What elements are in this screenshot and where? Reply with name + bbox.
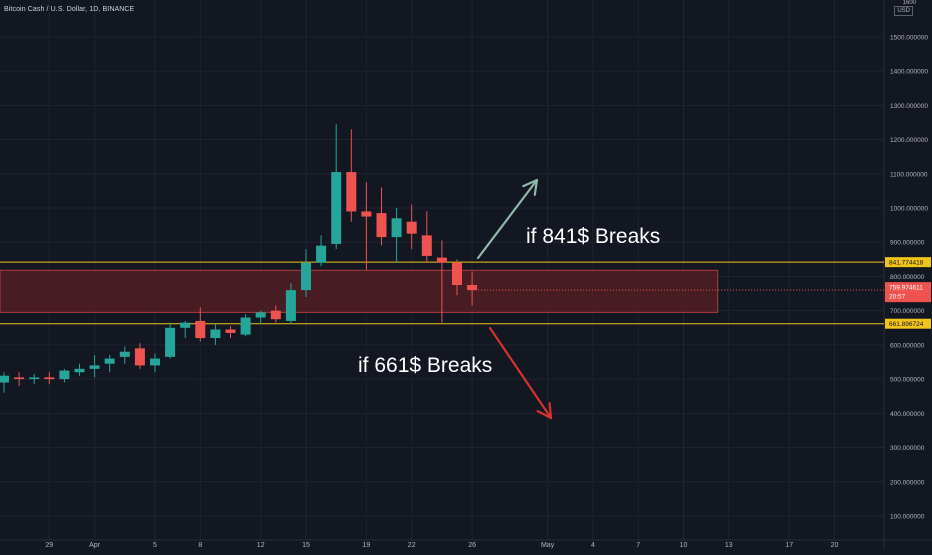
- y-tick-label: 1000.000000: [890, 206, 928, 213]
- candle-body-up: [285, 290, 296, 321]
- candle-body-up: [59, 370, 70, 380]
- symbol-title: Bitcoin Cash / U.S. Dollar, 1D, BINANCE: [4, 6, 135, 13]
- y-tick-label: 300.000000: [890, 445, 925, 452]
- candle-body-down: [14, 377, 25, 380]
- x-tick-label: 5: [153, 542, 157, 549]
- candle-body-up: [74, 368, 85, 373]
- candle-body-up: [240, 317, 251, 335]
- y-tick-label: 1200.000000: [890, 137, 928, 144]
- candle-body-down: [361, 211, 372, 217]
- arrow-up-shaft: [476, 178, 539, 260]
- candle-body-up: [104, 358, 115, 364]
- x-tick-label: May: [541, 542, 555, 549]
- support-resistance-zone: [0, 269, 719, 313]
- candle-body-down: [44, 377, 55, 380]
- y-tick-label: 700.000000: [890, 308, 925, 315]
- candle-body-down: [195, 320, 206, 339]
- x-tick-label: 29: [45, 542, 53, 549]
- x-tick-label: Apr: [89, 542, 101, 549]
- x-tick-label: 26: [468, 542, 476, 549]
- y-tick-label: 200.000000: [890, 479, 925, 486]
- candle-body-down: [376, 213, 387, 238]
- x-tick-label: 4: [591, 542, 595, 549]
- x-tick-label: 22: [408, 542, 416, 549]
- level-price-tag: [885, 257, 931, 268]
- y-tick-label: 1500.000000: [890, 34, 928, 41]
- arrow-down-shaft: [488, 326, 553, 420]
- candle-body-down: [467, 285, 478, 291]
- candle-body-up: [89, 365, 100, 369]
- candle-body-up: [331, 172, 342, 244]
- y-tick-label: 100.000000: [890, 514, 925, 521]
- candle-body-down: [452, 262, 462, 285]
- level-price-tag: [885, 318, 931, 329]
- countdown-label: 20:57: [889, 294, 906, 301]
- candle-body-up: [150, 358, 160, 366]
- candle-body-down: [346, 172, 357, 212]
- candle-body-down: [421, 235, 432, 256]
- candle-body-up: [29, 377, 40, 380]
- candle-body-up: [0, 375, 9, 383]
- x-tick-label: 8: [198, 542, 202, 549]
- x-tick-label: 7: [636, 542, 640, 549]
- candle-body-up: [180, 322, 191, 328]
- y-tick-label: 800.000000: [890, 274, 925, 281]
- price-axis-top-label: 1600: [902, 0, 916, 6]
- x-tick-label: 15: [302, 542, 310, 549]
- candle-body-up: [165, 327, 176, 357]
- candle-body-up: [119, 351, 130, 357]
- y-tick-label: 500.000000: [890, 377, 925, 384]
- y-tick-label: 1300.000000: [890, 103, 928, 110]
- currency-badge[interactable]: USD: [894, 6, 913, 16]
- x-tick-label: 12: [257, 542, 265, 549]
- candle-body-down: [134, 348, 145, 366]
- arrow-up-head: [522, 178, 539, 196]
- x-tick-label: 17: [785, 542, 793, 549]
- annotation-lower: if 661$ Breaks: [358, 354, 492, 377]
- y-tick-label: 600.000000: [890, 342, 925, 349]
- x-tick-label: 20: [831, 542, 839, 549]
- candle-body-up: [391, 218, 402, 238]
- level-price-label: 661.896724: [889, 321, 924, 328]
- candle-body-up: [316, 245, 327, 263]
- x-tick-label: 10: [680, 542, 688, 549]
- x-tick-label: 13: [725, 542, 733, 549]
- x-tick-label: 19: [363, 542, 371, 549]
- y-tick-label: 1400.000000: [890, 69, 928, 76]
- candle-body-down: [406, 221, 417, 234]
- arrow-up: [476, 178, 539, 260]
- current-price-label: 759.974611: [889, 285, 923, 292]
- candle-body-down: [436, 257, 447, 263]
- y-tick-label: 1100.000000: [890, 171, 928, 178]
- y-tick-label: 400.000000: [890, 411, 925, 418]
- arrow-down-head: [536, 401, 553, 420]
- candle-body-up: [255, 312, 266, 318]
- candle-body-up: [301, 262, 311, 291]
- candle-body-up: [210, 329, 221, 339]
- annotation-upper: if 841$ Breaks: [526, 225, 660, 248]
- current-price-tag: [885, 282, 931, 303]
- arrow-down: [488, 326, 553, 420]
- candle-body-down: [225, 329, 236, 333]
- candle-body-down: [270, 310, 281, 320]
- level-price-label: 841.774418: [889, 260, 924, 267]
- y-tick-label: 900.000000: [890, 240, 925, 247]
